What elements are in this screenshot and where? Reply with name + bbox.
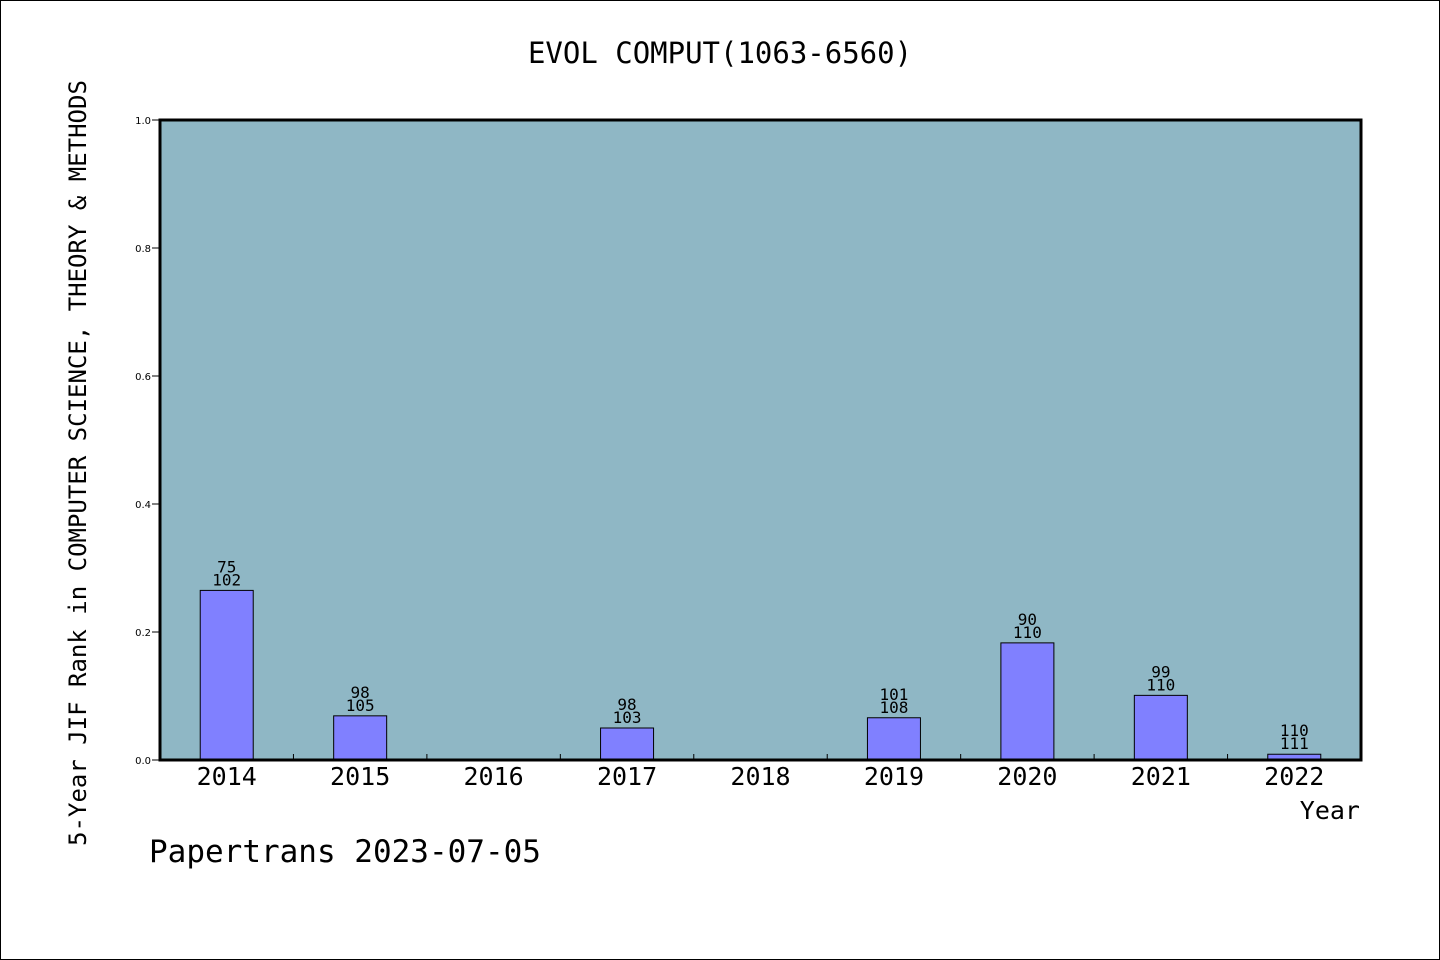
y-tick-label: 0.8 [135,244,151,255]
bar-2020 [1000,642,1055,761]
x-tick-label: 2019 [864,762,924,791]
x-tick-label: 2014 [197,762,257,791]
bar-2019 [866,717,921,761]
bar-rank-label: 98 [617,695,636,714]
x-tick-label: 2020 [997,762,1057,791]
bar-rank-label: 75 [217,557,236,576]
x-tick-label: 2017 [597,762,657,791]
x-tick-label: 2018 [730,762,790,791]
bar-total-label: 102 [212,570,241,589]
bar-total-label: 105 [346,696,375,715]
bar-2015 [333,715,388,761]
bar-rank-label: 98 [351,683,370,702]
x-axis-label: Year [1299,796,1360,825]
chart-title: EVOL COMPUT(1063-6560) [527,36,913,70]
bar-total-label: 110 [1146,675,1175,694]
bar-2021 [1133,694,1188,761]
footer-note: Papertrans 2023-07-05 [149,834,541,870]
bar-rank-label: 110 [1280,721,1309,740]
bar-total-label: 110 [1013,623,1042,642]
bar-2017 [600,727,655,761]
y-tick-label: 1.0 [135,116,151,127]
bar-total-label: 108 [879,698,908,717]
bar-rank-label: 99 [1151,662,1170,681]
bar-rank-label: 90 [1018,610,1037,629]
x-tick-label: 2022 [1264,762,1324,791]
bar-rank-label: 101 [879,685,908,704]
x-tick-label: 2021 [1131,762,1191,791]
y-tick-label: 0.4 [135,500,151,511]
x-tick-label: 2016 [464,762,524,791]
bar-total-label: 111 [1280,734,1309,753]
x-tick-label: 2015 [330,762,390,791]
plot-area [160,120,1361,760]
bar-2014 [199,589,254,761]
y-tick-label: 0.6 [135,372,151,383]
bar-total-label: 103 [613,708,642,727]
plot-border [158,118,1363,762]
y-tick-label: 0.0 [135,756,151,767]
y-tick-label: 0.2 [135,628,151,639]
